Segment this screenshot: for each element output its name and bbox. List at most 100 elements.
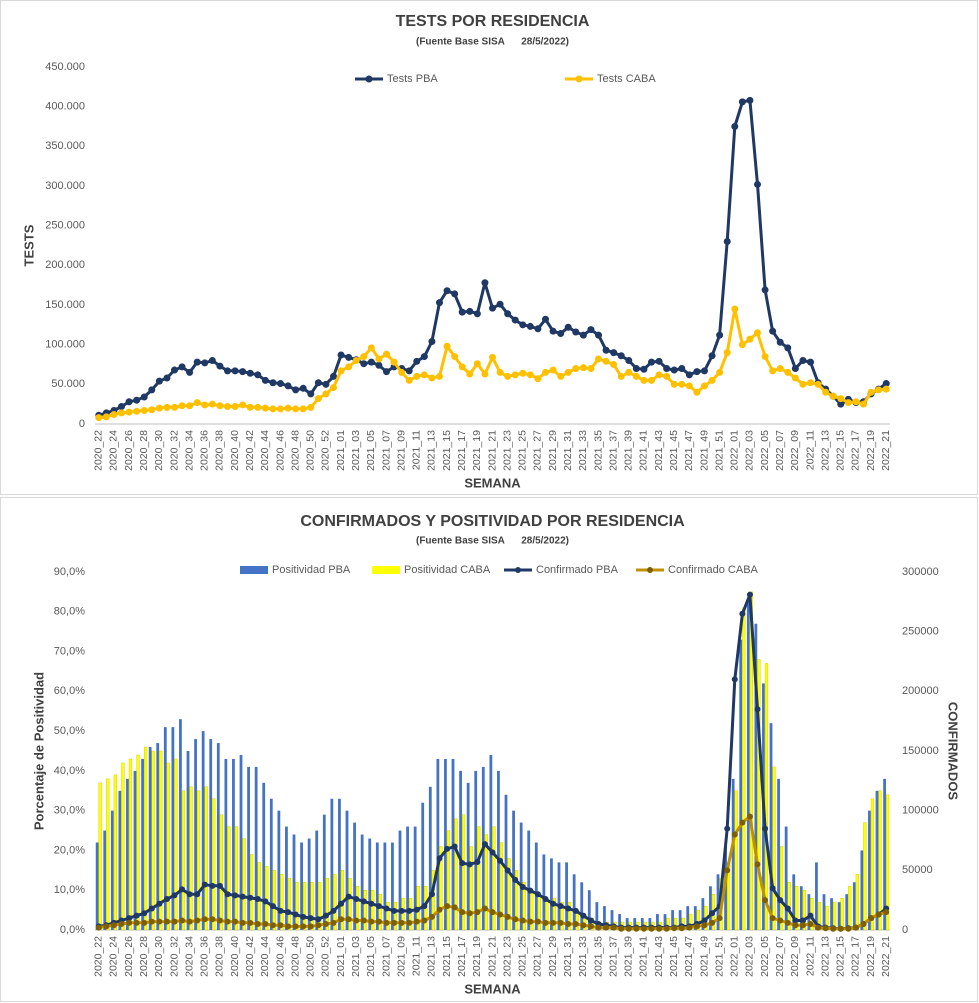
marker — [444, 903, 451, 910]
x-tick-label: 2021_41 — [638, 430, 650, 471]
marker — [799, 917, 806, 924]
x-tick-label: 2020_30 — [153, 430, 165, 471]
marker — [807, 379, 814, 387]
legend-swatch — [240, 566, 268, 574]
marker — [557, 919, 564, 926]
bar — [822, 894, 826, 930]
marker — [421, 917, 428, 924]
marker — [565, 921, 572, 928]
marker — [277, 922, 284, 929]
x-tick-label: 2020_52 — [320, 430, 332, 471]
bar — [565, 862, 568, 930]
x-tick-label: 2021_05 — [365, 430, 377, 471]
bar — [272, 870, 276, 931]
bar — [106, 778, 110, 931]
chart-subtitle: (Fuente Base SISA 28/5/2022) — [416, 37, 569, 48]
marker — [769, 327, 777, 335]
marker — [632, 364, 640, 372]
marker — [845, 925, 852, 932]
bar — [580, 882, 584, 930]
marker — [595, 355, 602, 363]
bar — [640, 918, 644, 930]
marker — [375, 355, 383, 363]
bar — [103, 830, 107, 930]
marker — [489, 353, 496, 361]
marker — [580, 922, 587, 929]
marker — [686, 924, 693, 931]
bar — [333, 874, 337, 931]
x-tick-label: 2022_09 — [789, 430, 801, 471]
marker — [322, 921, 329, 928]
legend-swatch — [515, 567, 521, 573]
bar — [413, 826, 417, 930]
marker — [738, 98, 746, 106]
bar — [295, 882, 299, 931]
y-tick-label: 70,0% — [54, 645, 85, 657]
marker — [292, 923, 299, 930]
marker — [155, 377, 163, 385]
x-tick-label: 2021_25 — [517, 430, 529, 471]
marker — [95, 414, 103, 422]
bar — [325, 878, 329, 931]
marker — [307, 390, 315, 398]
x-tick-label: 2021_43 — [653, 430, 665, 471]
y2-axis-label: CONFIRMADOS — [946, 702, 961, 801]
x-tick-label: 2021_07 — [380, 430, 392, 471]
chart-title: TESTS POR RESIDENCIA — [396, 13, 590, 30]
bar — [348, 878, 352, 931]
x-tick-label: 2021_23 — [501, 430, 513, 471]
marker — [474, 858, 481, 865]
marker — [428, 891, 435, 898]
marker — [693, 388, 701, 396]
marker — [398, 368, 406, 376]
marker — [610, 349, 618, 357]
marker — [595, 331, 602, 339]
bar — [469, 846, 473, 931]
marker — [269, 405, 277, 413]
marker — [118, 409, 125, 417]
marker — [852, 398, 860, 406]
x-tick-label: 2021_27 — [532, 936, 544, 977]
marker — [193, 358, 201, 366]
y2-tick-label: 200000 — [902, 685, 939, 697]
bar — [250, 854, 254, 931]
y-tick-label: 60,0% — [54, 685, 85, 697]
marker — [337, 367, 345, 375]
marker — [285, 909, 292, 916]
marker — [201, 916, 208, 923]
marker — [383, 919, 390, 926]
marker — [762, 825, 769, 832]
x-tick-label: 2021_51 — [713, 936, 725, 977]
bar — [742, 607, 746, 931]
marker — [307, 915, 314, 922]
marker — [868, 915, 875, 922]
marker — [746, 813, 753, 820]
x-tick-label: 2021_19 — [471, 430, 483, 471]
marker — [262, 898, 269, 905]
marker — [625, 368, 633, 376]
marker — [709, 910, 716, 917]
bar — [436, 758, 440, 930]
legend-label: Positividad CABA — [404, 564, 491, 576]
bar — [338, 798, 341, 930]
marker — [497, 911, 504, 918]
bar — [126, 778, 129, 930]
marker — [610, 361, 618, 368]
x-tick-label: 2022_13 — [819, 936, 831, 977]
bar — [696, 909, 700, 931]
marker — [587, 364, 595, 372]
x-tick-label: 2021_13 — [426, 936, 438, 977]
legend-label: Confirmado CABA — [668, 564, 759, 576]
bar — [375, 842, 379, 930]
bar — [292, 834, 296, 930]
marker — [118, 921, 125, 928]
bar — [189, 786, 193, 931]
marker — [254, 371, 262, 379]
marker — [550, 900, 557, 907]
y-tick-label: 10,0% — [54, 884, 85, 896]
marker — [405, 376, 413, 384]
x-tick-label: 2021_05 — [365, 936, 377, 977]
bar — [618, 914, 621, 930]
bar — [754, 623, 758, 930]
marker — [617, 372, 625, 380]
